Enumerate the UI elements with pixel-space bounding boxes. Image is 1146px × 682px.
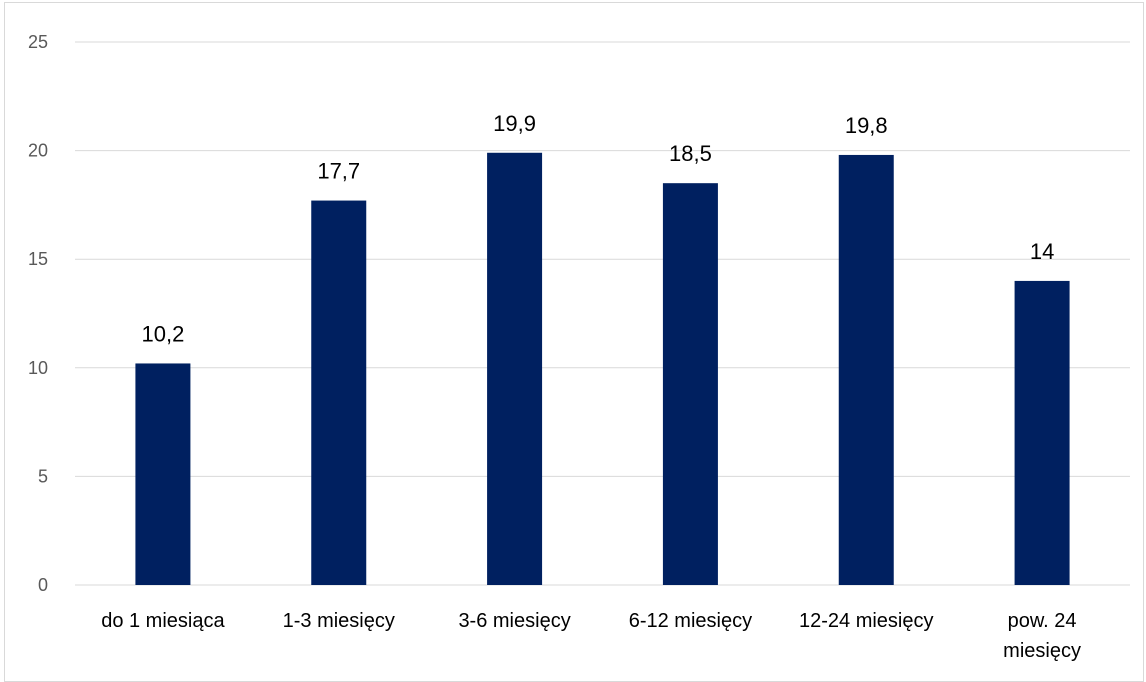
data-label: 10,2 [142, 321, 185, 346]
x-tick-label: 3-6 miesięcy [458, 610, 570, 632]
bar [1014, 280, 1070, 585]
data-label: 18,5 [669, 141, 712, 166]
data-label: 14 [1030, 239, 1054, 264]
x-tick-label: miesięcy [1003, 640, 1081, 662]
x-tick-label: do 1 miesiąca [101, 610, 225, 632]
bar [487, 152, 543, 585]
y-tick-label: 25 [28, 32, 48, 52]
y-tick-label: 15 [28, 249, 48, 269]
bars [135, 152, 1070, 585]
x-tick-label: 6-12 miesięcy [629, 610, 752, 632]
data-label: 17,7 [317, 159, 360, 184]
y-axis: 0 5 10 15 20 25 [28, 32, 48, 595]
bar [662, 183, 718, 585]
bar [135, 363, 191, 585]
data-label: 19,9 [493, 111, 536, 136]
y-tick-label: 5 [38, 466, 48, 486]
gridlines [75, 41, 1130, 586]
x-tick-label: pow. 24 [1008, 610, 1077, 632]
bar [311, 200, 367, 585]
y-tick-label: 10 [28, 358, 48, 378]
x-axis: do 1 miesiąca 1-3 miesięcy 3-6 miesięcy 6-1… [101, 610, 1081, 662]
y-tick-label: 0 [38, 575, 48, 595]
bar [838, 154, 894, 585]
x-tick-label: 12-24 miesięcy [799, 610, 934, 632]
x-tick-label: 1-3 miesięcy [283, 610, 395, 632]
data-labels: 10,2 17,7 19,9 18,5 19,8 14 [142, 111, 1055, 347]
data-label: 19,8 [845, 113, 888, 138]
y-tick-label: 20 [28, 141, 48, 161]
